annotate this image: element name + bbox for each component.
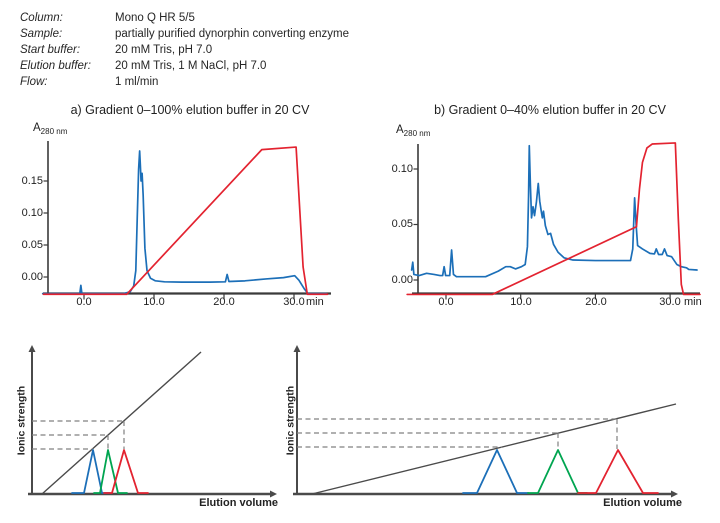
- scheme-steep-gradient-x-axis-arrow: [270, 490, 277, 498]
- absorbance-subscript: 280 nm: [403, 128, 431, 138]
- chart-a-x-unit: min: [306, 296, 324, 308]
- chart-b-ylabel: A280 nm: [396, 124, 431, 138]
- chart-b-xtick: 20.0: [585, 296, 607, 308]
- chart-b-ytick: 0.00: [391, 274, 413, 286]
- chart-a-ytick: 0.05: [21, 239, 43, 251]
- run-conditions: Column: Mono Q HR 5/5 Sample: partially pu…: [20, 10, 349, 90]
- scheme-steep-gradient-y-axis-arrow: [28, 345, 36, 352]
- scheme-shallow-gradient-gradient-line: [311, 403, 677, 495]
- chart-a-ytick: 0.10: [21, 207, 43, 219]
- chart-b-xtick: 30.0: [659, 296, 681, 308]
- chart-b-ytick: 0.10: [391, 163, 413, 175]
- chart-b-title: b) Gradient 0–40% elution buffer in 20 C…: [434, 103, 666, 117]
- scheme-right-xlabel: Elution volume: [603, 497, 682, 509]
- chart-a-xtick: 30.0: [283, 296, 305, 308]
- absorbance-subscript: 280 nm: [40, 126, 68, 136]
- chromatogram-a-gradient-elution-buffer: [42, 146, 329, 296]
- chart-a-xtick: 10.0: [143, 296, 165, 308]
- scheme-right-ylabel: Ionic strength: [284, 385, 297, 456]
- condition-label: Flow:: [20, 76, 48, 88]
- scheme-shallow-gradient-peak-green: [527, 449, 588, 494]
- chromatogram-a-absorbance-trace: [41, 150, 328, 295]
- chart-b-x-unit: min: [684, 296, 702, 308]
- condition-value: 20 mM Tris, pH 7.0: [115, 44, 213, 56]
- scheme-steep-gradient-peak-red: [103, 449, 149, 494]
- chart-b-xtick: 10.0: [510, 296, 532, 308]
- chart-a-ytick: 0.00: [21, 271, 43, 283]
- scheme-shallow-gradient-peak-red: [577, 449, 659, 494]
- condition-label: Elution buffer:: [20, 60, 91, 72]
- scheme-shallow-gradient-x-axis-arrow: [671, 490, 678, 498]
- condition-label: Start buffer:: [20, 44, 81, 56]
- condition-row: Start buffer: 20 mM Tris, pH 7.0: [20, 42, 349, 58]
- condition-value: 1 ml/min: [115, 76, 159, 88]
- chart-a-ylabel: A280 nm: [33, 122, 68, 136]
- condition-value: 20 mM Tris, 1 M NaCl, pH 7.0: [115, 60, 267, 72]
- scheme-steep-gradient-gradient-line: [41, 351, 202, 495]
- condition-row: Column: Mono Q HR 5/5: [20, 10, 349, 26]
- condition-value: partially purified dynorphin converting …: [115, 28, 349, 40]
- condition-value: Mono Q HR 5/5: [115, 12, 195, 24]
- scheme-shallow-gradient-y-axis-arrow: [293, 345, 301, 352]
- absorbance-symbol: A: [396, 124, 404, 136]
- chart-a-title: a) Gradient 0–100% elution buffer in 20 …: [70, 103, 310, 117]
- chromatogram-b-absorbance-trace: [410, 144, 698, 278]
- chromatogram-b-gradient-elution-buffer: [406, 142, 701, 296]
- chart-a-xtick: 20.0: [213, 296, 235, 308]
- chart-a-ytick: 0.15: [21, 175, 43, 187]
- chart-b-ytick: 0.05: [391, 218, 413, 230]
- condition-row: Elution buffer: 20 mM Tris, 1 M NaCl, pH …: [20, 58, 349, 74]
- chart-b-xtick: 0.0: [438, 296, 454, 308]
- absorbance-symbol: A: [33, 122, 41, 134]
- condition-row: Sample: partially purified dynorphin conv…: [20, 26, 349, 42]
- condition-label: Column:: [20, 12, 63, 24]
- scheme-steep-gradient-peak-green: [93, 449, 128, 494]
- scheme-left-xlabel: Elution volume: [199, 497, 278, 509]
- scheme-left-ylabel: Ionic strength: [15, 385, 28, 456]
- condition-label: Sample:: [20, 28, 63, 40]
- chart-a-xtick: 0.0: [76, 296, 92, 308]
- scheme-shallow-gradient-peak-blue: [462, 449, 529, 494]
- condition-row: Flow: 1 ml/min: [20, 74, 349, 90]
